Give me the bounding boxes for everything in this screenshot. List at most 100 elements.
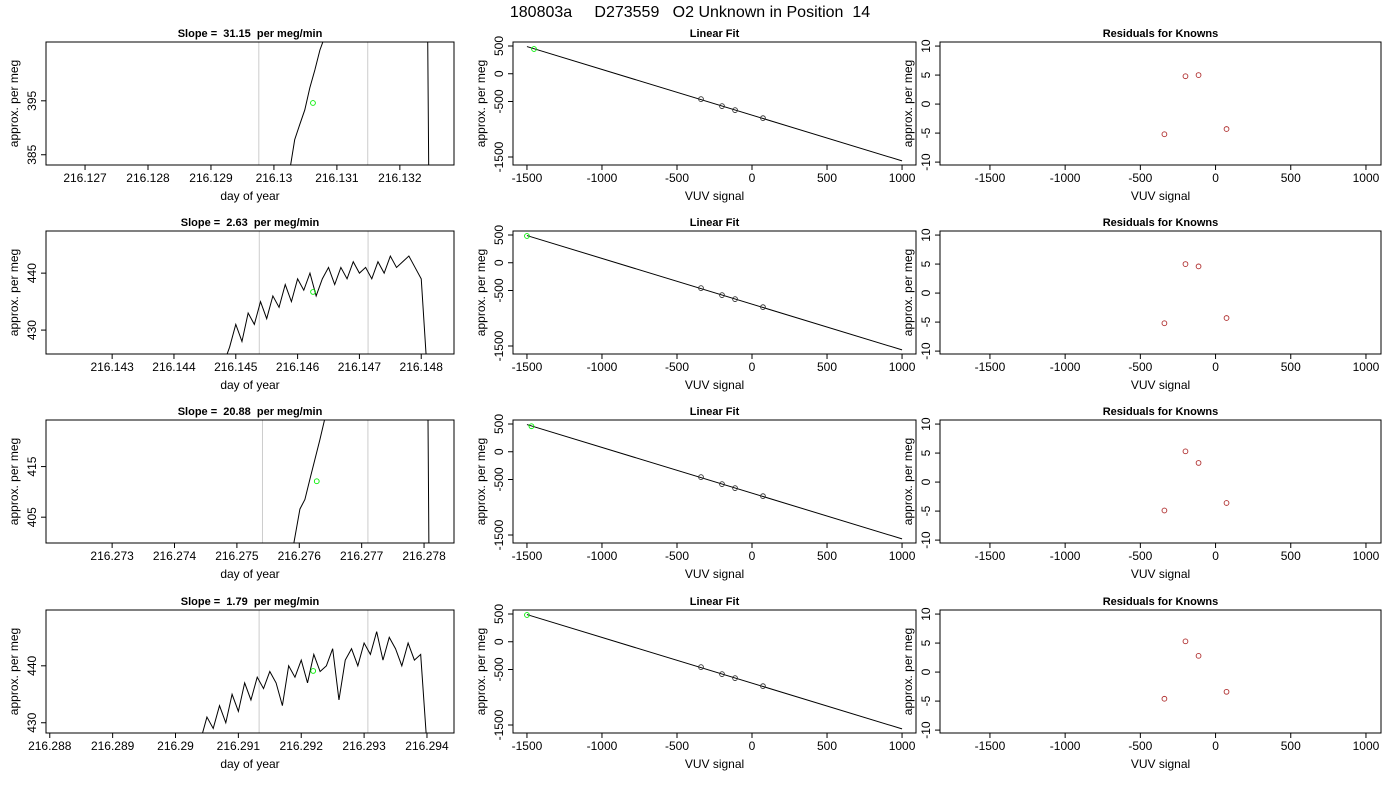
x-axis-label: VUV signal xyxy=(685,189,744,203)
x-axis-label: VUV signal xyxy=(685,378,744,392)
x-tick-label: 0 xyxy=(1212,739,1219,753)
x-tick-label: -1000 xyxy=(587,739,618,753)
panel: -1500 -1000 -500 0 500 1000 -1500 -500 0 500 Linea… xyxy=(474,596,917,771)
y-tick-label: -1500 xyxy=(492,330,506,361)
x-axis-label: VUV signal xyxy=(1131,189,1190,203)
data-point xyxy=(531,46,537,52)
y-tick-label: 10 xyxy=(919,39,933,53)
y-axis-label: approx. per meg xyxy=(901,249,915,336)
x-tick-label: -1500 xyxy=(975,360,1006,374)
y-tick-label: 440 xyxy=(25,655,39,675)
y-axis-label: approx. per meg xyxy=(7,249,21,336)
x-tick-label: 216.294 xyxy=(405,739,449,753)
data-line xyxy=(293,420,430,543)
panel-title: Residuals for Knowns xyxy=(1103,596,1219,608)
data-point xyxy=(1161,695,1168,702)
data-point xyxy=(1223,315,1230,321)
x-tick-label: 0 xyxy=(749,549,756,563)
data-point xyxy=(310,289,316,295)
y-axis-label: approx. per meg xyxy=(7,438,21,525)
x-tick-label: 216.147 xyxy=(338,360,382,374)
panel-title: Linear Fit xyxy=(690,406,740,418)
x-tick-label: -1000 xyxy=(1050,549,1081,563)
panel-title: Residuals for Knowns xyxy=(1103,406,1219,418)
y-tick-label: 5 xyxy=(919,639,933,646)
plot-frame xyxy=(45,230,455,355)
x-axis-label: VUV signal xyxy=(1131,757,1190,771)
y-axis-label: approx. per meg xyxy=(474,249,488,336)
y-tick-label: 0 xyxy=(492,638,506,645)
panel-title: Linear Fit xyxy=(690,217,740,229)
y-tick-label: 395 xyxy=(25,90,39,110)
x-tick-label: 0 xyxy=(749,360,756,374)
y-tick-label: -500 xyxy=(492,467,506,491)
y-tick-label: -1500 xyxy=(492,519,506,550)
y-axis-label: approx. per meg xyxy=(7,628,21,715)
x-tick-label: 216.291 xyxy=(217,739,261,753)
y-tick-label: -10 xyxy=(919,721,933,739)
data-point xyxy=(1182,73,1189,80)
x-tick-label: 500 xyxy=(1281,360,1301,374)
data-point xyxy=(1223,500,1230,506)
x-tick-label: 1000 xyxy=(1353,549,1380,563)
data-point xyxy=(698,285,704,291)
x-tick-label: 0 xyxy=(1212,549,1219,563)
panel-title: Linear Fit xyxy=(690,596,740,608)
x-tick-label: -1000 xyxy=(1050,171,1081,185)
panel-title: Residuals for Knowns xyxy=(1103,28,1219,40)
y-tick-label: 0 xyxy=(919,668,933,675)
y-tick-label: 500 xyxy=(492,604,506,624)
x-tick-label: 216.146 xyxy=(276,360,320,374)
x-tick-label: -1000 xyxy=(587,360,618,374)
x-tick-label: 216.278 xyxy=(402,549,446,563)
y-tick-label: 0 xyxy=(492,448,506,455)
panel: -1500 -1000 -500 0 500 1000 -1500 -500 0 500 Linea… xyxy=(474,28,917,203)
plot-frame xyxy=(45,609,455,734)
x-tick-label: 216.273 xyxy=(90,549,134,563)
panel: 216.288 216.289 216.29 216.291 216.292 216.29… xyxy=(7,596,455,771)
y-tick-label: -500 xyxy=(492,657,506,681)
x-tick-label: 216.143 xyxy=(90,360,134,374)
x-tick-label: -1000 xyxy=(587,171,618,185)
plot-area xyxy=(524,233,903,351)
data-point xyxy=(732,485,738,491)
y-axis-label: approx. per meg xyxy=(474,438,488,525)
panel-title: Slope = 20.88 per meg/min xyxy=(178,406,323,418)
x-tick-label: 1000 xyxy=(889,360,916,374)
data-point xyxy=(310,668,317,674)
panel: -1500 -1000 -500 0 500 1000 -1500 -500 0 500 Linea… xyxy=(474,217,917,392)
y-axis-label: approx. per meg xyxy=(901,60,915,147)
x-tick-label: -1500 xyxy=(512,171,543,185)
plot-frame xyxy=(45,41,455,166)
data-point xyxy=(698,96,704,102)
y-tick-label: -5 xyxy=(919,316,933,327)
x-tick-label: 500 xyxy=(1281,171,1301,185)
plot-area xyxy=(526,46,903,162)
x-tick-label: 216.145 xyxy=(214,360,258,374)
plot-area xyxy=(202,610,427,733)
panel: -1500 -1000 -500 0 500 1000 -10 -5 0 5 10 Residuals… xyxy=(901,596,1382,771)
x-tick-label: 216.128 xyxy=(126,171,170,185)
plot-area xyxy=(526,423,903,540)
x-tick-label: -1000 xyxy=(1050,360,1081,374)
data-point xyxy=(760,115,766,122)
panel: -1500 -1000 -500 0 500 1000 -10 -5 0 5 10 Residuals… xyxy=(901,28,1382,203)
plot-area xyxy=(226,231,427,354)
x-axis-label: VUV signal xyxy=(1131,567,1190,581)
x-tick-label: -500 xyxy=(1128,360,1152,374)
x-tick-label: -1500 xyxy=(975,171,1006,185)
y-tick-label: 500 xyxy=(492,225,506,245)
data-point xyxy=(1161,131,1168,138)
data-point xyxy=(1182,638,1189,645)
x-axis-label: day of year xyxy=(220,189,279,203)
y-tick-label: 430 xyxy=(25,320,39,340)
x-tick-label: 1000 xyxy=(1353,360,1380,374)
y-tick-label: 440 xyxy=(25,263,39,283)
plot-frame xyxy=(512,41,917,166)
y-axis-label: approx. per meg xyxy=(474,628,488,715)
plot-area xyxy=(261,420,430,543)
data-point xyxy=(1161,507,1168,514)
panel: 216.127 216.128 216.129 216.13 216.131 216.13… xyxy=(7,28,455,203)
data-point xyxy=(698,474,704,480)
data-point xyxy=(1223,126,1230,132)
